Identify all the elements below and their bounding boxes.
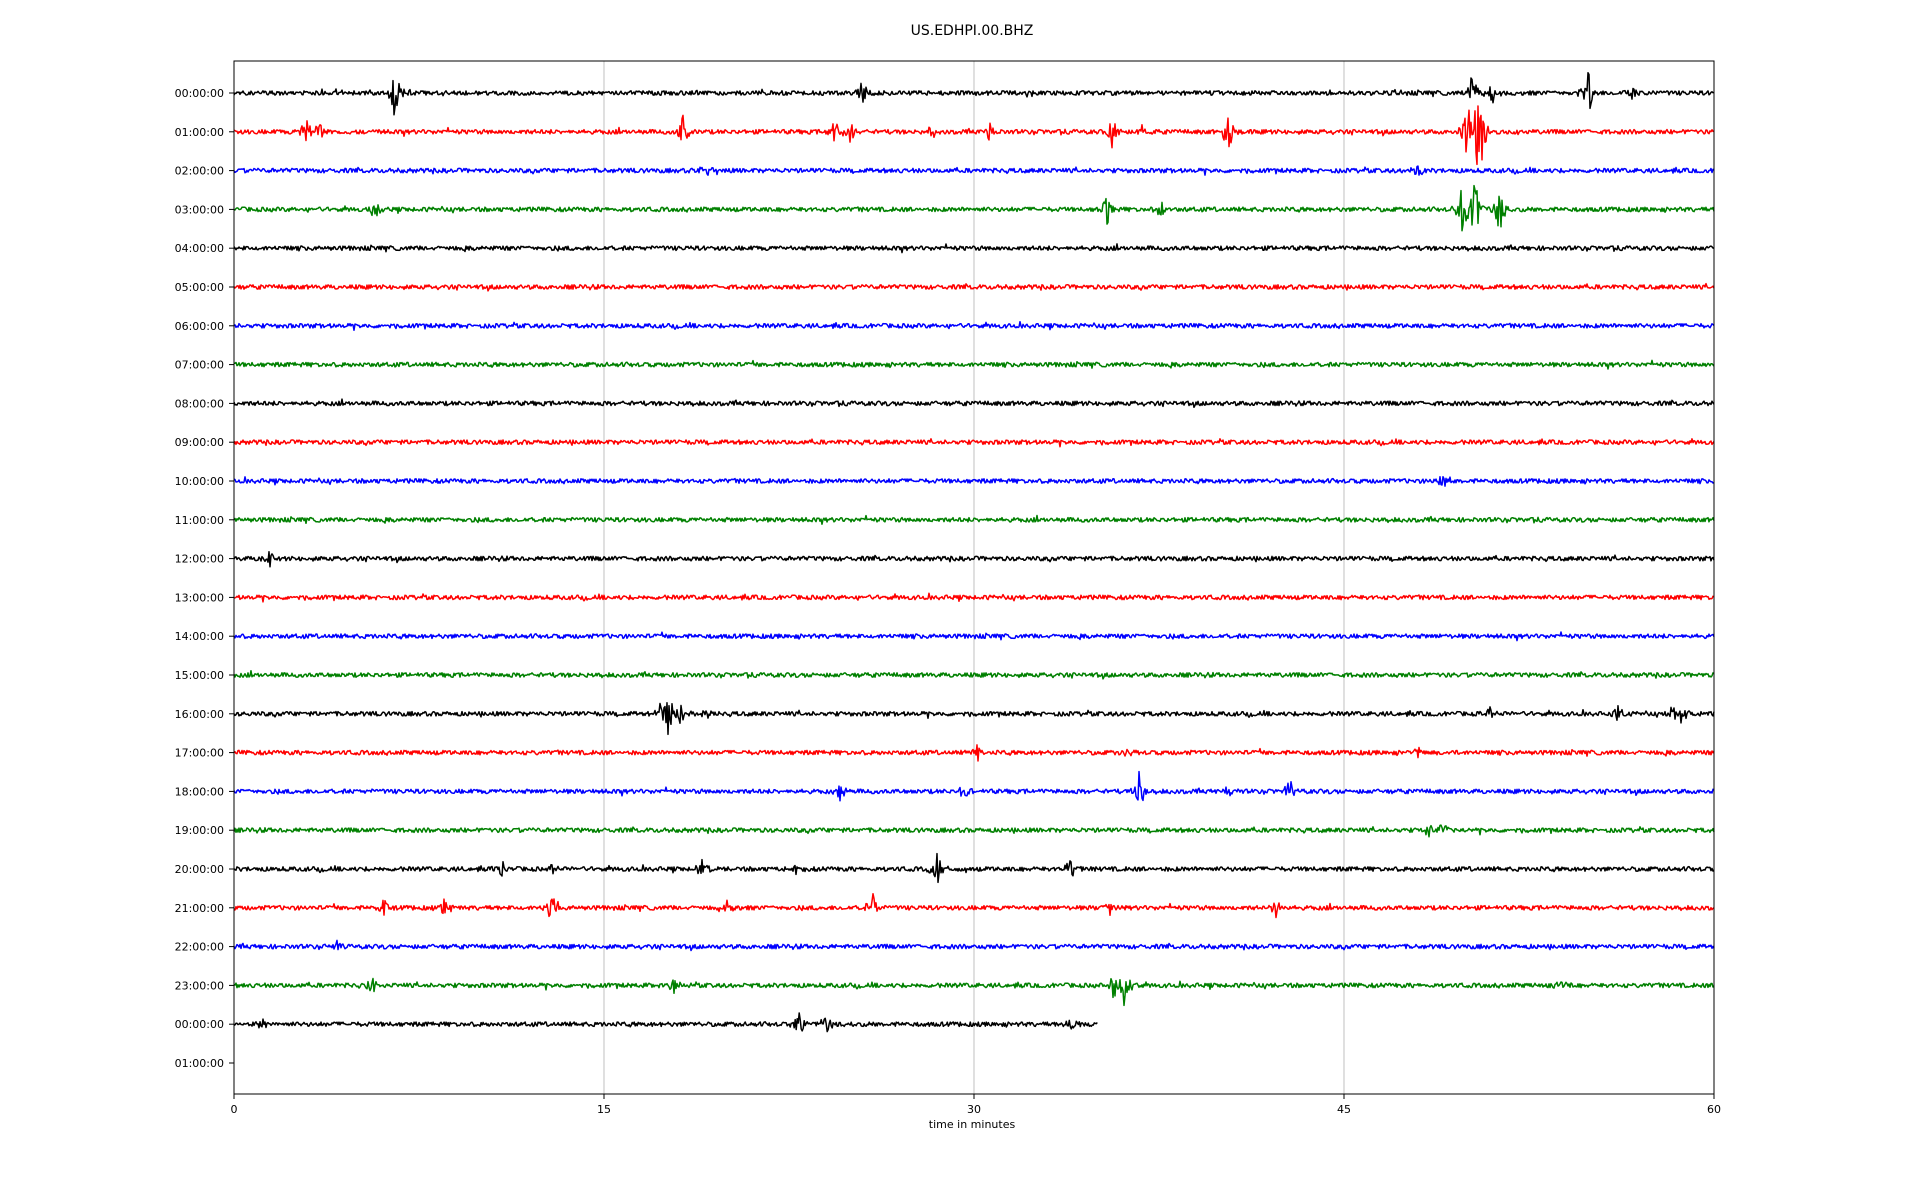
trace-row — [233, 744, 1715, 762]
trace-row — [233, 824, 1715, 838]
trace-row — [233, 977, 1715, 1007]
x-grid — [603, 61, 1345, 1094]
trace-row — [233, 359, 1715, 370]
x-tick-labels: 0 15 30 45 60 — [231, 1094, 1721, 1116]
x-tick-label: 15 — [597, 1103, 611, 1116]
x-tick-label: 30 — [967, 1103, 981, 1116]
y-tick-label: 05:00:00 — [175, 281, 224, 294]
trace-row — [233, 165, 1715, 176]
y-tick-label: 23:00:00 — [175, 979, 224, 992]
chart-title: US.EDHPI.00.BHZ — [911, 23, 1034, 39]
y-tick-label: 21:00:00 — [175, 902, 224, 915]
trace-row — [233, 702, 1715, 736]
y-tick-label: 03:00:00 — [175, 203, 224, 216]
trace-row — [233, 893, 1715, 919]
y-tick-label: 16:00:00 — [175, 708, 224, 721]
y-tick-label: 13:00:00 — [175, 591, 224, 604]
x-axis-label: time in minutes — [929, 1118, 1016, 1131]
y-tick-label: 19:00:00 — [175, 824, 224, 837]
y-tick-label: 02:00:00 — [175, 165, 224, 178]
trace-row — [233, 320, 1715, 332]
y-tick-label: 12:00:00 — [175, 553, 224, 566]
y-tick-label: 06:00:00 — [175, 320, 224, 333]
trace-row — [233, 1012, 1098, 1033]
y-tick-labels: 00:00:00 01:00:00 02:00:00 03:00:00 04:00:00… — [175, 87, 234, 1070]
trace-row — [233, 550, 1715, 568]
trace-row — [233, 282, 1715, 292]
y-tick-label: 10:00:00 — [175, 475, 224, 488]
x-tick-label: 45 — [1337, 1103, 1351, 1116]
y-tick-label: 04:00:00 — [175, 242, 224, 255]
y-tick-label: 00:00:00 — [175, 1018, 224, 1031]
y-tick-label: 00:00:00 — [175, 87, 224, 100]
y-tick-label: 15:00:00 — [175, 669, 224, 682]
trace-layer — [233, 72, 1715, 1033]
y-tick-label: 17:00:00 — [175, 747, 224, 760]
trace-row — [233, 592, 1715, 603]
x-tick-label: 0 — [231, 1103, 238, 1116]
y-tick-label: 20:00:00 — [175, 863, 224, 876]
y-tick-label: 18:00:00 — [175, 785, 224, 798]
x-tick-label: 60 — [1707, 1103, 1721, 1116]
trace-row — [233, 438, 1715, 448]
y-tick-label: 07:00:00 — [175, 359, 224, 372]
trace-row — [233, 243, 1715, 254]
trace-row — [233, 631, 1715, 642]
y-tick-label: 11:00:00 — [175, 514, 224, 527]
trace-row — [233, 939, 1715, 952]
trace-row — [233, 184, 1715, 232]
trace-row — [233, 105, 1715, 166]
trace-row — [233, 514, 1715, 525]
trace-row — [233, 852, 1715, 884]
trace-row — [233, 475, 1715, 487]
y-tick-label: 01:00:00 — [175, 1057, 224, 1070]
trace-row — [233, 398, 1715, 409]
y-tick-label: 09:00:00 — [175, 436, 224, 449]
trace-row — [233, 669, 1715, 680]
y-tick-label: 22:00:00 — [175, 941, 224, 954]
y-tick-label: 14:00:00 — [175, 630, 224, 643]
trace-row — [233, 770, 1715, 802]
trace-row — [233, 72, 1715, 116]
y-tick-label: 01:00:00 — [175, 126, 224, 139]
y-tick-label: 08:00:00 — [175, 397, 224, 410]
